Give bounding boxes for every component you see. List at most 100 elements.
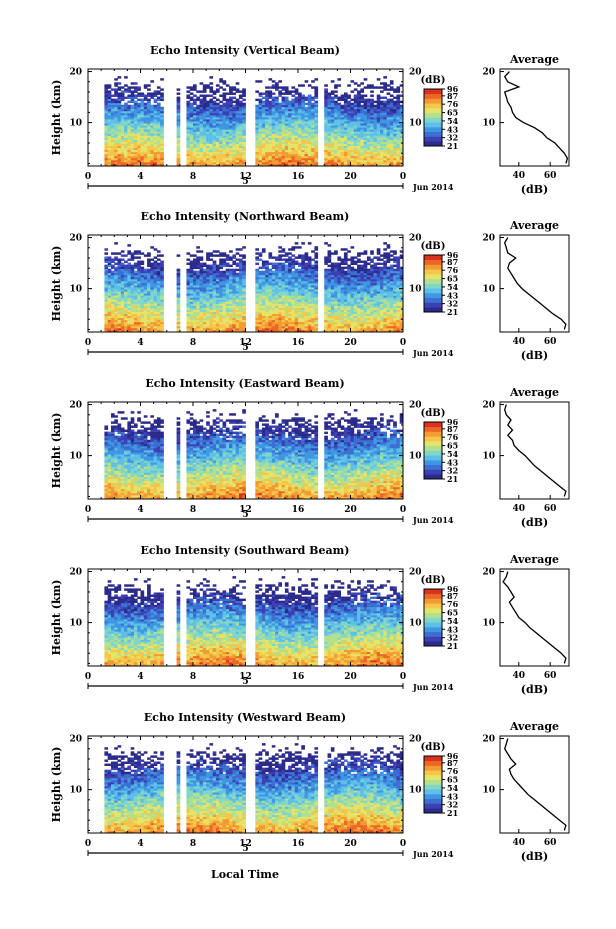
- heatmap-cell: [324, 84, 328, 87]
- heatmap-cell: [288, 129, 292, 132]
- heatmap-cell: [107, 163, 112, 167]
- heatmap-cell: [373, 151, 378, 155]
- heatmap-cell: [133, 153, 138, 157]
- heatmap-cell: [314, 92, 319, 95]
- heatmap-cell: [294, 96, 299, 100]
- heatmap-cell: [271, 153, 276, 157]
- heatmap-cell: [150, 96, 155, 100]
- heatmap-cell: [196, 157, 200, 161]
- heatmap-cell: [304, 129, 309, 132]
- heatmap-cell: [199, 151, 204, 155]
- heatmap-cell: [261, 108, 266, 112]
- heatmap-cell: [202, 127, 207, 130]
- heatmap-cell: [360, 161, 365, 165]
- heatmap-cell: [307, 242, 312, 245]
- heatmap-cell: [301, 104, 305, 108]
- heatmap-cell: [271, 123, 276, 126]
- heatmap-cell: [314, 133, 319, 136]
- heatmap-cell: [199, 145, 204, 149]
- heatmap-cell: [307, 149, 312, 153]
- heatmap-cell: [153, 248, 158, 251]
- heatmap-cell: [294, 123, 299, 126]
- heatmap-cell: [199, 149, 204, 153]
- heatmap-cell: [209, 119, 214, 122]
- heatmap-cell: [225, 100, 230, 104]
- heatmap-cell: [120, 119, 125, 122]
- heatmap-cell: [193, 110, 197, 114]
- heatmap-cell: [343, 98, 348, 102]
- heatmap-cell: [268, 127, 273, 130]
- heatmap-cell: [380, 96, 384, 100]
- heatmap-cell: [261, 135, 266, 138]
- heatmap-cell: [235, 125, 240, 128]
- heatmap-cell: [347, 157, 351, 161]
- heatmap-cell: [120, 254, 125, 257]
- heatmap-cell: [186, 119, 191, 122]
- heatmap-cell: [137, 88, 141, 91]
- heatmap-cell: [222, 258, 227, 261]
- heatmap-cell: [268, 86, 273, 89]
- heatmap-cell: [124, 264, 128, 268]
- heatmap-cell: [324, 147, 328, 151]
- heatmap-cell: [327, 123, 332, 126]
- heatmap-cell: [255, 125, 260, 128]
- heatmap-cell: [389, 86, 394, 89]
- heatmap-cell: [222, 153, 227, 157]
- heatmap-cell: [343, 116, 348, 120]
- heatmap-cell: [255, 108, 260, 112]
- heatmap-cell: [242, 114, 246, 118]
- heatmap-cell: [238, 145, 243, 149]
- heatmap-cell: [294, 268, 299, 272]
- heatmap-cell: [298, 246, 302, 249]
- heatmap-cell: [275, 161, 279, 165]
- heatmap-cell: [186, 153, 191, 157]
- heatmap-cell: [117, 161, 122, 165]
- heatmap-cell: [343, 137, 348, 140]
- heatmap-cell: [206, 86, 210, 89]
- heatmap-cell: [140, 125, 145, 128]
- heatmap-cell: [271, 135, 276, 138]
- heatmap-cell: [301, 94, 305, 97]
- heatmap-cell: [212, 104, 217, 108]
- heatmap-cell: [156, 254, 161, 257]
- heatmap-cell: [327, 159, 332, 163]
- heatmap-cell: [334, 157, 338, 161]
- heatmap-cell: [311, 131, 315, 134]
- heatmap-cell: [215, 151, 220, 155]
- heatmap-cell: [215, 157, 220, 161]
- heatmap-cell: [143, 151, 148, 155]
- heatmap-cell: [327, 147, 332, 151]
- heatmap-cell: [104, 119, 109, 122]
- colorbar-segment: [424, 122, 442, 128]
- heatmap-cell: [114, 106, 118, 110]
- heatmap-cell: [343, 161, 348, 165]
- heatmap-cell: [235, 149, 240, 153]
- heatmap-cell: [271, 155, 276, 159]
- heatmap-cell: [255, 141, 260, 144]
- heatmap-cell: [304, 98, 309, 102]
- heatmap-cell: [104, 147, 109, 151]
- heatmap-cell: [238, 121, 243, 124]
- heatmap-cell: [153, 149, 158, 153]
- heatmap-cell: [176, 108, 181, 112]
- heatmap-cell: [209, 153, 214, 157]
- heatmap-cell: [350, 110, 355, 114]
- heatmap-cell: [314, 149, 319, 153]
- heatmap-cell: [219, 131, 223, 134]
- heatmap-cell: [120, 104, 125, 108]
- heatmap-cell: [114, 159, 118, 163]
- heatmap-cell: [281, 145, 286, 149]
- heatmap-cell: [275, 147, 279, 151]
- heatmap-cell: [255, 80, 260, 83]
- heatmap-cell: [284, 131, 289, 134]
- heatmap-cell: [219, 147, 223, 151]
- heatmap-cell: [110, 100, 115, 104]
- heatmap-cell: [258, 98, 263, 102]
- heatmap-cell: [324, 121, 328, 124]
- heatmap-cell: [110, 155, 115, 159]
- heatmap-cell: [324, 106, 328, 110]
- heatmap-cell: [288, 90, 292, 93]
- heatmap-cell: [235, 248, 240, 251]
- heatmap-cell: [104, 102, 109, 106]
- heatmap-cell: [294, 151, 299, 155]
